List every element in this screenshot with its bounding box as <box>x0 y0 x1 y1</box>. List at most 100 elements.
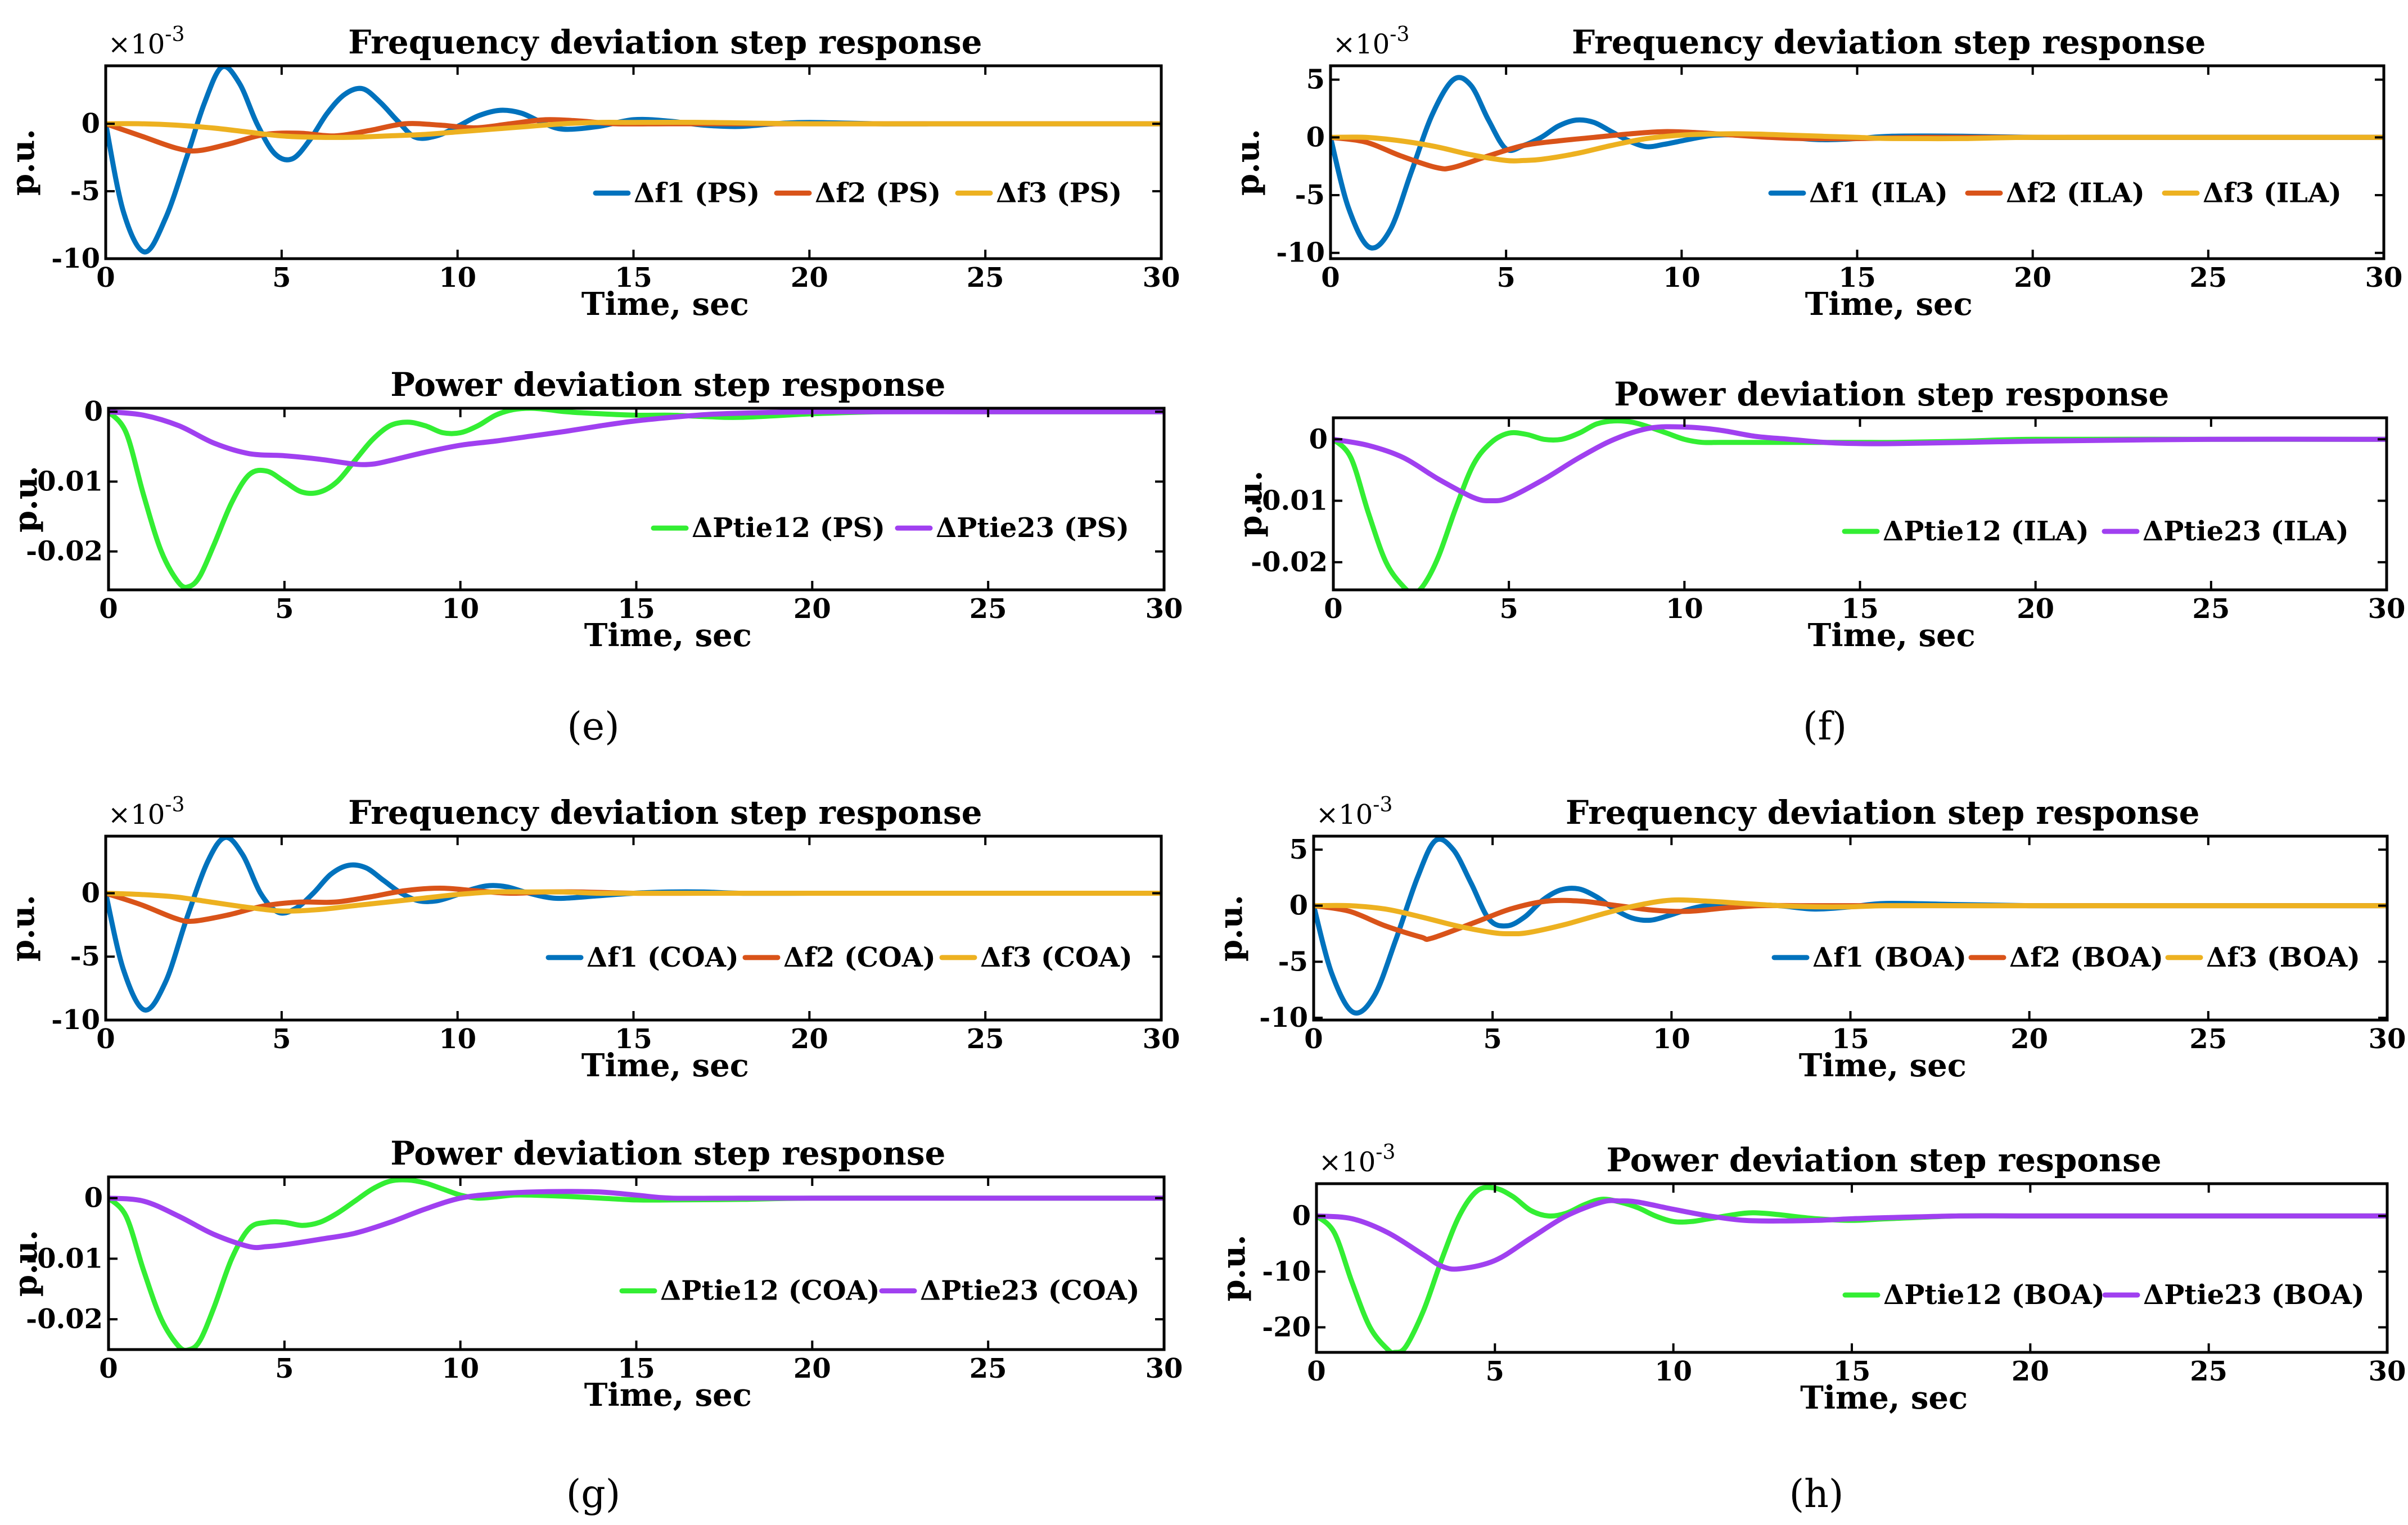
chart-e-freq-y-axis-label: p.u. <box>4 129 42 196</box>
chart-f-power-legend-label-2: ΔPtie23 (ILA) <box>2143 516 2349 547</box>
chart-h-power-title: Power deviation step response <box>1607 1141 2162 1179</box>
chart-h-power-x-tick-label: 10 <box>1654 1356 1692 1387</box>
chart-f-freq-x-tick-label: 25 <box>2189 262 2227 294</box>
chart-e-power-axes-box <box>107 407 1166 592</box>
chart-g-freq-legend: Δf1 (COA) Δf2 (COA) Δf3 (COA) <box>545 942 1133 973</box>
chart-f-freq-y-exponent-power: -3 <box>1390 23 1409 46</box>
caption-e: (e) <box>567 705 619 749</box>
chart-h-freq-series-group <box>1314 836 2387 1016</box>
chart-f-freq-legend-label-3: Δf3 (ILA) <box>2203 177 2342 209</box>
chart-g-power-x-axis-label: Time, sec <box>584 1377 752 1414</box>
chart-g-power-legend-label-2: ΔPtie23 (COA) <box>920 1275 1139 1307</box>
caption-f: (f) <box>1803 705 1847 749</box>
chart-e-power-legend-label-1: ΔPtie12 (PS) <box>692 512 885 544</box>
chart-f-power-x-tick-label: 10 <box>1666 593 1703 625</box>
chart-f-power-series-2-line <box>1333 424 2387 504</box>
chart-h-freq-y-exponent-power: -3 <box>1373 793 1392 816</box>
chart-h-power-legend-label-2: ΔPtie23 (BOA) <box>2143 1279 2365 1311</box>
chart-e-power-y-tick-label: -0.01 <box>26 466 103 497</box>
chart-e-power-x-tick-label: 15 <box>617 593 655 625</box>
chart-f-freq-legend-label-1: Δf1 (ILA) <box>1809 177 1948 209</box>
chart-h-freq-legend-label-2: Δf2 (BOA) <box>2009 942 2163 973</box>
chart-h-freq-legend: Δf1 (BOA) Δf2 (BOA) Δf3 (BOA) <box>1771 942 2360 973</box>
chart-h-freq-x-tick-label: 15 <box>1832 1023 1869 1055</box>
chart-h-power: Power deviation step response ×10-3 0 5 10 15… <box>1215 1141 2406 1416</box>
chart-f-power-x-tick-label: 25 <box>2192 593 2230 625</box>
chart-e-power-x-tick-label: 0 <box>99 593 118 625</box>
chart-f-freq-y-tick-label: 5 <box>1306 64 1325 96</box>
chart-f-freq-x-axis-label: Time, sec <box>1805 286 1973 323</box>
caption-g: (g) <box>566 1472 621 1517</box>
chart-f-freq-y-tick-label: 0 <box>1306 121 1325 153</box>
chart-e-freq-y-tick-label: -5 <box>70 175 100 207</box>
chart-g-freq-series-group <box>106 836 1161 1013</box>
chart-g-power-y-axis-label: p.u. <box>7 1230 44 1297</box>
chart-h-power-y-axis-label: p.u. <box>1215 1235 1252 1302</box>
chart-e-freq-series-group <box>106 66 1161 255</box>
chart-h-freq-legend-label-3: Δf3 (BOA) <box>2206 942 2360 973</box>
chart-f-freq-series-group <box>1331 75 2384 251</box>
chart-g-freq-x-tick-label: 25 <box>967 1023 1004 1055</box>
chart-f-freq-x-tick-label: 15 <box>1838 262 1876 294</box>
chart-f-freq-title: Frequency deviation step response <box>1572 23 2206 61</box>
chart-g-power-series-1-line <box>109 1177 1164 1350</box>
chart-e-power-series-1-line <box>109 408 1164 590</box>
chart-e-frequency: Frequency deviation step response ×10-3 0 5… <box>4 23 1180 323</box>
chart-h-power-x-tick-label: 25 <box>2190 1356 2227 1387</box>
chart-e-freq-legend-label-1: Δf1 (PS) <box>634 177 760 209</box>
chart-h-freq-series-3-line <box>1314 897 2387 937</box>
chart-e-freq-x-tick-label: 5 <box>272 262 291 294</box>
chart-f-freq-legend: Δf1 (ILA) Δf2 (ILA) Δf3 (ILA) <box>1768 177 2342 209</box>
chart-e-power-legend: ΔPtie12 (PS) ΔPtie23 (PS) <box>651 512 1129 544</box>
chart-f-power-x-axis-label: Time, sec <box>1808 617 1976 654</box>
chart-e-power-x-tick-label: 30 <box>1146 593 1183 625</box>
chart-h-power-y-tick-label: 0 <box>1292 1200 1311 1231</box>
chart-g-freq-series-1-line <box>106 836 1161 1013</box>
chart-e-power-series-group <box>109 408 1164 590</box>
chart-h-freq-x-tick-label: 10 <box>1653 1023 1690 1055</box>
chart-e-freq-x-tick-label: 15 <box>615 262 652 294</box>
chart-h-power-y-tick-label: -10 <box>1262 1256 1311 1287</box>
chart-g-frequency: Frequency deviation step response ×10-3 0 5… <box>4 793 1180 1084</box>
panel-g: Frequency deviation step response ×10-3 0 5… <box>4 793 1183 1517</box>
chart-h-freq-series-1-line <box>1314 836 2387 1016</box>
chart-h-power-x-tick-label: 20 <box>2012 1356 2049 1387</box>
chart-e-power-x-axis-label: Time, sec <box>584 617 752 654</box>
chart-f-freq-legend-label-2: Δf2 (ILA) <box>2006 177 2145 209</box>
chart-f-power: Power deviation step response 0 5 10 15 20 25 3… <box>1232 375 2405 654</box>
chart-g-freq-axes-box <box>104 834 1163 1022</box>
chart-g-power-x-tick-label: 20 <box>793 1353 831 1384</box>
chart-g-power-y-tick-label: -0.02 <box>26 1303 103 1335</box>
chart-f-freq-x-tick-label: 5 <box>1496 262 1515 294</box>
chart-f-power-y-tick-label: 0 <box>1309 423 1328 455</box>
chart-h-freq-y-tick-label: -10 <box>1259 1002 1308 1034</box>
chart-f-power-y-tick-label: -0.02 <box>1251 547 1328 578</box>
chart-f-freq-y-axis-label: p.u. <box>1229 129 1266 196</box>
chart-g-power-y-tick-label: -0.01 <box>26 1243 103 1274</box>
chart-h-power-x-tick-label: 0 <box>1307 1356 1325 1387</box>
chart-e-freq-title: Frequency deviation step response <box>348 23 982 61</box>
chart-g-freq-y-axis-label: p.u. <box>4 895 42 962</box>
chart-g-power-series-group <box>109 1177 1164 1350</box>
chart-h-power-series-2-line <box>1316 1198 2387 1272</box>
chart-h-freq-x-tick-label: 20 <box>2010 1023 2048 1055</box>
chart-f-power-x-tick-label: 5 <box>1499 593 1518 625</box>
chart-g-freq-x-axis-label: Time, sec <box>581 1047 749 1084</box>
chart-h-power-x-tick-label: 5 <box>1486 1356 1504 1387</box>
chart-f-freq-y-exponent: ×10-3 <box>1333 23 1409 60</box>
chart-e-power: Power deviation step response 0 5 10 15 20 25 3… <box>7 366 1183 654</box>
chart-f-power-x-tick-label: 30 <box>2368 593 2406 625</box>
chart-f-power-x-tick-label: 20 <box>2017 593 2054 625</box>
chart-h-freq-y-exponent: ×10-3 <box>1316 793 1392 831</box>
chart-f-power-y-axis-label: p.u. <box>1232 471 1269 538</box>
chart-f-power-x-tick-label: 15 <box>1841 593 1879 625</box>
chart-g-freq-y-tick-label: -10 <box>51 1004 100 1036</box>
chart-h-freq-y-tick-label: -5 <box>1278 946 1308 977</box>
panel-h: Frequency deviation step response ×10-3 0 5… <box>1212 793 2406 1517</box>
chart-g-power-x-tick-label: 30 <box>1146 1353 1183 1384</box>
chart-f-freq-x-tick-label: 0 <box>1321 262 1340 294</box>
chart-e-freq-y-exponent: ×10-3 <box>108 23 184 60</box>
chart-f-freq-x-tick-label: 10 <box>1663 262 1701 294</box>
chart-h-power-y-exponent: ×10-3 <box>1319 1141 1395 1178</box>
